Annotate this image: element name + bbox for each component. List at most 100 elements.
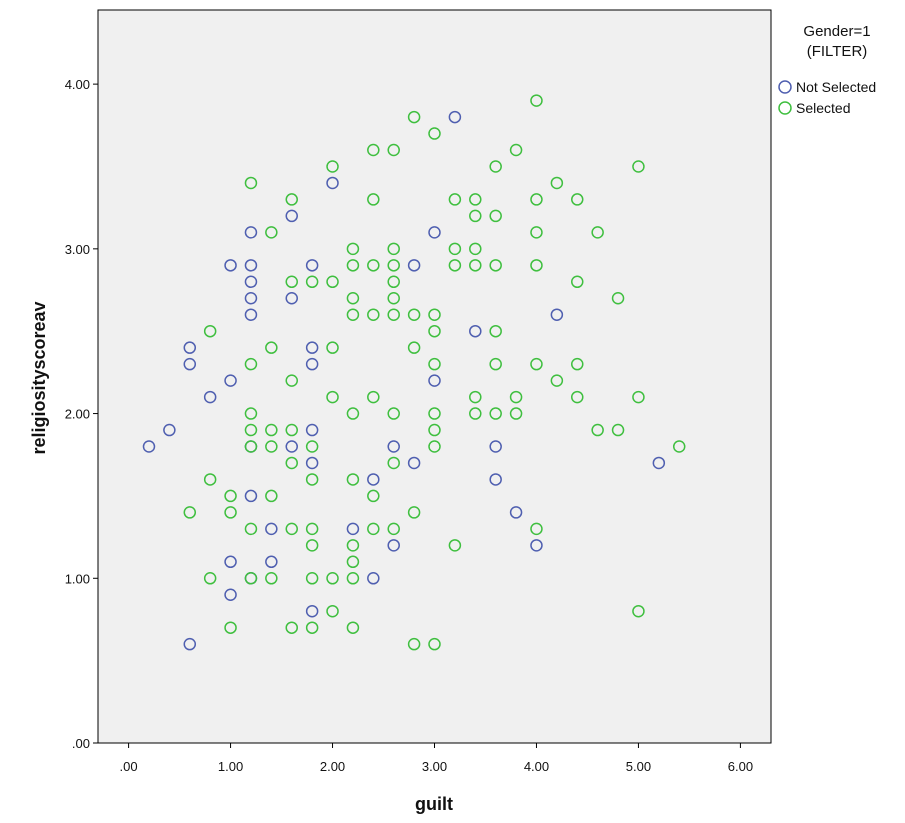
- data-points: [142, 94, 686, 651]
- point-not-selected: [407, 456, 421, 470]
- point-selected: [407, 341, 421, 354]
- point-selected: [387, 292, 400, 305]
- point-selected: [489, 259, 502, 272]
- legend-title-line1: Gender=1: [803, 23, 870, 40]
- y-tick-label: 4.00: [65, 77, 90, 92]
- point-not-selected: [183, 637, 197, 651]
- point-selected: [326, 341, 339, 354]
- point-selected: [244, 357, 258, 371]
- point-selected: [265, 489, 278, 503]
- point-selected: [285, 423, 298, 437]
- point-not-selected: [448, 110, 462, 124]
- point-not-selected: [387, 539, 400, 552]
- x-tick-label: 1.00: [218, 759, 243, 774]
- point-selected: [326, 604, 339, 618]
- point-selected: [305, 539, 319, 552]
- point-not-selected: [387, 440, 400, 453]
- point-not-selected: [509, 506, 523, 519]
- point-selected: [346, 621, 360, 634]
- point-selected: [469, 193, 482, 206]
- point-selected: [305, 473, 319, 486]
- point-not-selected: [244, 292, 258, 305]
- point-selected: [469, 242, 482, 256]
- point-not-selected: [244, 259, 258, 272]
- point-selected: [550, 176, 564, 190]
- x-tick-label: 5.00: [626, 759, 651, 774]
- point-selected: [407, 506, 421, 519]
- point-selected: [428, 324, 441, 338]
- point-selected: [285, 193, 298, 206]
- point-selected: [509, 143, 523, 157]
- point-selected: [448, 259, 462, 272]
- point-selected: [203, 324, 217, 338]
- point-selected: [530, 357, 543, 371]
- point-selected: [367, 143, 380, 157]
- point-selected: [632, 604, 645, 618]
- y-tick-label: .00: [72, 736, 90, 751]
- point-selected: [469, 209, 482, 223]
- point-selected: [305, 522, 319, 536]
- point-not-selected: [244, 489, 258, 503]
- point-not-selected: [183, 357, 197, 371]
- point-selected: [489, 357, 502, 371]
- x-tick-label: 3.00: [422, 759, 447, 774]
- point-selected: [346, 407, 360, 420]
- point-selected: [530, 193, 543, 206]
- point-selected: [407, 637, 421, 651]
- point-not-selected: [428, 374, 441, 387]
- point-selected: [224, 621, 237, 634]
- point-not-selected: [265, 555, 278, 569]
- point-selected: [509, 390, 523, 404]
- point-selected: [632, 160, 645, 173]
- point-not-selected: [305, 357, 319, 371]
- plot-area: [97, 9, 772, 744]
- point-selected: [224, 506, 237, 519]
- point-selected: [326, 572, 339, 585]
- point-selected: [265, 341, 278, 354]
- point-selected: [367, 522, 380, 536]
- point-not-selected: [224, 588, 237, 602]
- point-selected: [346, 473, 360, 486]
- point-selected: [305, 621, 319, 634]
- point-not-selected: [489, 440, 502, 453]
- point-selected: [428, 127, 441, 140]
- legend-label-not-selected: Not Selected: [796, 79, 876, 95]
- y-tick-label: 1.00: [65, 571, 90, 586]
- point-selected: [244, 176, 258, 190]
- point-selected: [428, 440, 441, 453]
- point-selected: [285, 374, 298, 387]
- point-not-selected: [265, 522, 278, 536]
- point-not-selected: [530, 539, 543, 552]
- point-selected: [611, 292, 625, 305]
- point-selected: [183, 506, 197, 519]
- point-selected: [346, 259, 360, 272]
- point-selected: [346, 308, 360, 321]
- point-selected: [489, 160, 502, 173]
- point-selected: [387, 522, 400, 536]
- point-not-selected: [224, 259, 237, 272]
- point-not-selected: [428, 226, 441, 239]
- point-not-selected: [285, 440, 298, 453]
- point-selected: [367, 489, 380, 503]
- point-not-selected: [367, 473, 380, 486]
- point-selected: [367, 259, 380, 272]
- point-selected: [305, 275, 319, 289]
- point-selected: [203, 473, 217, 486]
- point-selected: [387, 242, 400, 256]
- point-not-selected: [550, 308, 564, 321]
- point-not-selected: [489, 473, 502, 486]
- point-not-selected: [244, 275, 258, 289]
- point-selected: [285, 621, 298, 634]
- point-selected: [407, 308, 421, 321]
- point-selected: [672, 440, 686, 453]
- point-selected: [244, 572, 258, 585]
- point-selected: [489, 324, 502, 338]
- point-selected: [632, 390, 645, 404]
- point-not-selected: [346, 522, 360, 536]
- point-selected: [571, 357, 584, 371]
- point-selected: [326, 160, 339, 173]
- point-not-selected: [244, 226, 258, 239]
- y-tick-label: 2.00: [65, 407, 90, 422]
- point-not-selected: [367, 572, 380, 585]
- point-selected: [387, 456, 400, 470]
